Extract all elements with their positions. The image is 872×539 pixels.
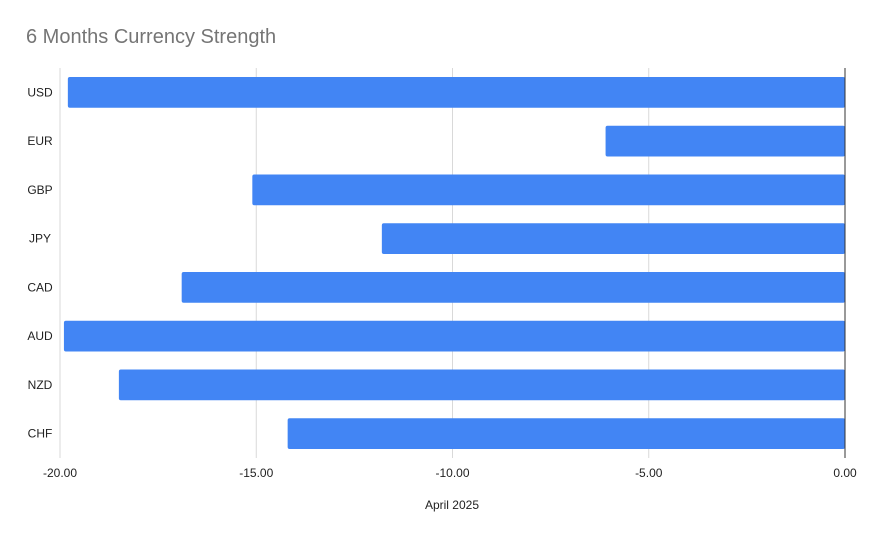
category-label-eur: EUR <box>27 134 53 148</box>
chart-title: 6 Months Currency Strength <box>26 26 277 48</box>
bar-cad <box>181 272 846 303</box>
category-label-gbp: GBP <box>27 183 52 197</box>
x-tick-label-0: -20.00 <box>43 466 77 480</box>
bar-chf <box>287 418 845 449</box>
bar-usd <box>67 77 846 108</box>
bar-jpy <box>381 223 845 254</box>
x-tick-labels: -20.00 -15.00 -10.00 -5.00 0.00 <box>43 466 857 480</box>
x-tick-label-1: -15.00 <box>239 466 273 480</box>
category-label-aud: AUD <box>27 329 53 343</box>
category-label-chf: CHF <box>28 427 53 441</box>
x-axis-title: April 2025 <box>425 498 479 512</box>
x-tick-label-3: -5.00 <box>635 466 663 480</box>
bars <box>63 77 846 449</box>
bar-eur <box>605 125 845 157</box>
category-label-jpy: JPY <box>29 232 51 246</box>
bar-aud <box>63 320 846 352</box>
category-labels: USD EUR GBP JPY CAD AUD NZD CHF <box>27 85 53 440</box>
bar-nzd <box>118 369 845 401</box>
category-label-nzd: NZD <box>28 378 53 392</box>
category-label-cad: CAD <box>27 280 53 294</box>
x-tick-label-2: -10.00 <box>435 466 469 480</box>
x-tick-label-4: 0.00 <box>833 466 857 480</box>
category-label-usd: USD <box>27 85 53 99</box>
bar-gbp <box>252 174 845 206</box>
